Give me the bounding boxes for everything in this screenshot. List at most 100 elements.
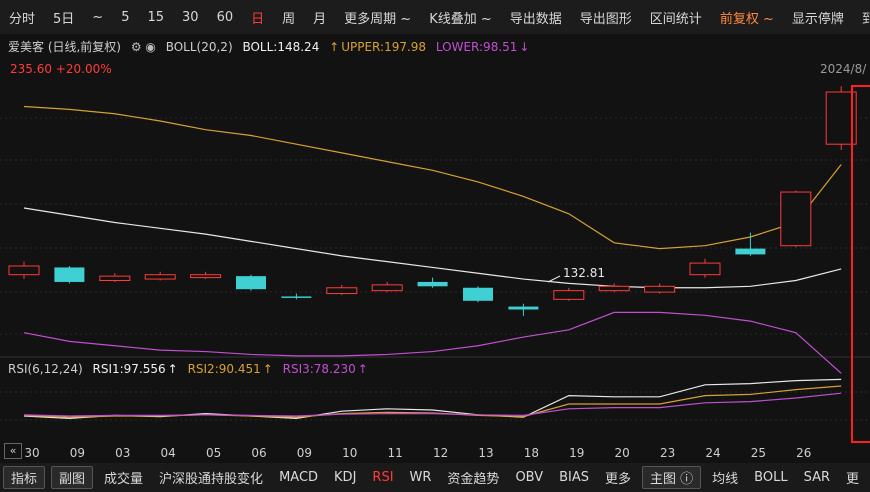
toolbar-item[interactable]: 30 xyxy=(182,9,199,25)
indicator-tab[interactable]: RSI xyxy=(372,470,394,485)
low-pointer-line xyxy=(547,275,561,283)
rsi2-value: RSI2:90.451 xyxy=(187,362,261,376)
candle-body-up xyxy=(8,265,40,276)
candle-body-down xyxy=(463,287,493,301)
date-tick-label: 04 xyxy=(160,446,176,460)
indicator-tab[interactable]: 更多 xyxy=(605,472,632,487)
toolbar-item[interactable]: 导出图形 xyxy=(579,11,632,27)
date-tick-label: 26 xyxy=(796,446,812,460)
indicator-tab[interactable]: 成交量 xyxy=(104,472,144,487)
date-tick-label: 18 xyxy=(523,446,540,460)
toolbar-item[interactable]: 5 xyxy=(121,9,130,25)
candle-body-up xyxy=(371,284,403,292)
toolbar-item[interactable]: 前复权 ~ xyxy=(719,11,774,27)
lower-arrow-icon: ↓ xyxy=(519,40,530,54)
toolbar-item[interactable]: 分时 xyxy=(9,11,36,27)
indicator-tab[interactable]: 均线 xyxy=(712,472,739,487)
boll-lower-line xyxy=(23,311,842,374)
rsi3-line xyxy=(23,392,842,417)
date-tick-label: 25 xyxy=(750,446,767,460)
toolbar-item[interactable]: 15 xyxy=(147,9,165,25)
top-date-label: 2024/8/ xyxy=(820,62,867,76)
candle-body-up xyxy=(644,285,676,293)
toolbar-item[interactable]: 5日 xyxy=(53,11,75,27)
candle-body-down xyxy=(508,306,539,310)
candle-body-up xyxy=(326,287,358,295)
candle-body-up xyxy=(780,191,812,247)
rsi2-line xyxy=(23,385,842,418)
indicator-tab[interactable]: 指标 xyxy=(3,466,46,489)
candle-body-down xyxy=(735,248,766,255)
candle-body-up xyxy=(553,290,585,300)
rsi3-arrow-icon: ↑ xyxy=(357,362,368,376)
indicator-tab[interactable]: SAR xyxy=(803,470,831,485)
indicator-tab[interactable]: 更 xyxy=(846,472,860,487)
low-price-label: 132.81 xyxy=(563,266,605,280)
candle-body-down xyxy=(54,267,85,282)
date-tick-label: 05 xyxy=(205,446,222,460)
date-tick-label: 06 xyxy=(251,446,267,460)
rsi1-arrow-icon: ↑ xyxy=(167,362,178,376)
candle-body-up xyxy=(144,274,176,280)
upper-value: UPPER:197.98 xyxy=(341,40,427,54)
candle-body-up xyxy=(689,262,721,276)
toolbar-item[interactable]: 更多周期 ~ xyxy=(344,11,412,27)
candle-body-up xyxy=(99,275,131,281)
indicator-tab[interactable]: 沪深股通持股变化 xyxy=(159,472,264,487)
toolbar-item[interactable]: 60 xyxy=(216,9,234,25)
rsi3-value: RSI3:78.230 xyxy=(282,362,356,376)
indicator-tab[interactable]: WR xyxy=(409,470,432,485)
boll-legend: 爱美客 (日线,前复权) ⚙ ◉ BOLL(20,2) BOLL:148.24 … xyxy=(8,38,535,55)
stock-name: 爱美客 (日线,前复权) xyxy=(8,40,121,54)
toolbar-item[interactable]: 显示停牌 xyxy=(791,11,844,27)
date-tick-label: 12 xyxy=(432,446,449,460)
candle-body-up xyxy=(190,274,222,279)
candle-body-down xyxy=(417,281,448,287)
boll-upper-line xyxy=(23,105,842,250)
rsi1-value: RSI1:97.556 xyxy=(92,362,166,376)
upper-arrow-icon: ↑ xyxy=(329,40,340,54)
date-tick-label: 20 xyxy=(614,446,630,460)
toolbar-item[interactable]: K线叠加 ~ xyxy=(429,11,492,27)
candle-body-down xyxy=(236,276,266,290)
indicator-tab[interactable]: 主图 ⓘ xyxy=(642,466,702,489)
boll-mid-line xyxy=(23,207,842,289)
scroll-left-icon[interactable]: « xyxy=(4,443,22,459)
date-tick-label: 24 xyxy=(705,446,721,460)
indicator-tab[interactable]: BIAS xyxy=(559,470,589,485)
indicator-tab[interactable]: MACD xyxy=(279,470,319,485)
indicator-tab[interactable]: 资金趋势 xyxy=(447,472,500,487)
date-tick-label: 09 xyxy=(296,446,313,460)
date-tick-label: 13 xyxy=(478,446,494,460)
toolbar-item[interactable]: ~ xyxy=(92,9,104,25)
toolbar-item[interactable]: 区间统计 xyxy=(649,11,702,27)
toolbar-item[interactable]: 周 xyxy=(282,11,296,27)
indicator-bar: 指标 副图 成交量 沪深股通持股变化 MACD KDJ RSI WR 资金趋势 OBV BIAS 更多… xyxy=(0,463,870,492)
indicator-tab[interactable]: OBV xyxy=(515,470,544,485)
candle-body-up xyxy=(598,285,630,292)
date-tick-label: 09 xyxy=(69,446,86,460)
date-tick-label: 10 xyxy=(342,446,358,460)
toolbar-item[interactable]: 月 xyxy=(313,11,327,27)
date-tick-label: 30 xyxy=(24,446,40,460)
date-axis: 30 09 03 04 05 06 09 10 11 12 13 18 19 20 23 24 25 26 xyxy=(0,444,870,464)
date-tick-label: 19 xyxy=(569,446,585,460)
toolbar-item[interactable]: 到价提醒 xyxy=(861,11,870,27)
boll-value: BOLL:148.24 xyxy=(242,40,320,54)
date-tick-label: 03 xyxy=(115,446,131,460)
date-tick-label: 23 xyxy=(659,446,676,460)
period-toolbar: 分时 5日 ~5 15 30 60 日 周 月 更多周期 ~ K线叠加 ~ 导出数据 导出图形 区间统计 前… xyxy=(0,0,870,34)
toolbar-item[interactable]: 导出数据 xyxy=(509,11,562,27)
settings-icon[interactable]: ⚙ ◉ xyxy=(130,40,156,54)
rsi-legend: RSI(6,12,24) RSI1:97.556 ↑ RSI2:90.451 ↑ R… xyxy=(8,362,374,376)
top-price-label: 235.60 +20.00% xyxy=(10,62,112,76)
toolbar-item[interactable]: 日 xyxy=(251,11,265,27)
indicator-tab[interactable]: BOLL xyxy=(754,470,788,485)
rsi2-arrow-icon: ↑ xyxy=(262,362,273,376)
date-tick-label: 11 xyxy=(387,446,403,460)
rsi-title[interactable]: RSI(6,12,24) xyxy=(8,362,83,376)
indicator-name[interactable]: BOLL(20,2) xyxy=(165,40,233,54)
indicator-tab[interactable]: 副图 xyxy=(51,466,94,489)
indicator-tab[interactable]: KDJ xyxy=(334,470,357,485)
